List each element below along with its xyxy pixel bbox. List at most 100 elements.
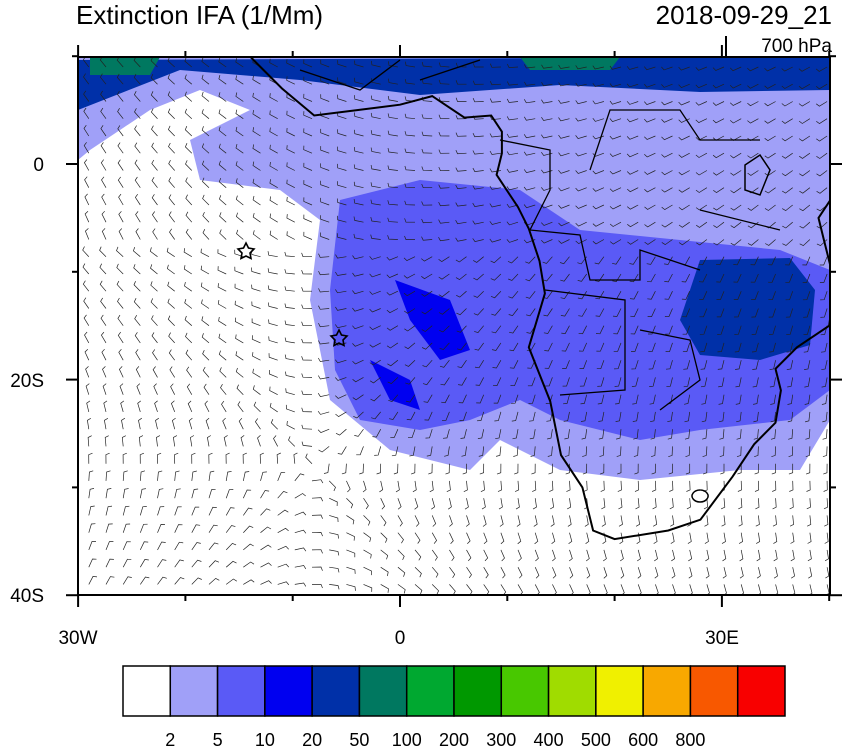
wind-barb [184,143,193,154]
wind-barb [498,498,503,510]
wind-barb [268,319,278,327]
wind-barb [644,135,656,140]
wind-barb [187,400,193,413]
wind-barb [329,532,339,539]
colorbar-label: 10 [255,730,275,750]
wind-barb [803,342,811,353]
wind-barb [386,290,399,296]
wind-barb [363,549,372,559]
wind-barb [386,308,399,314]
wind-barb [781,170,793,177]
wind-barb [408,429,416,439]
wind-barb [736,429,742,440]
wind-barb [100,297,107,309]
colorbar-swatch [311,665,361,717]
wind-barb [387,377,399,385]
wind-barb [781,101,793,107]
wind-barb [532,498,537,510]
wind-barb [626,66,639,70]
wind-barb [755,498,760,510]
wind-barb [105,576,115,585]
wind-barb [633,446,639,457]
wind-barb [803,325,811,336]
wind-barb [738,498,743,510]
wind-barb [132,246,141,257]
wind-barb [376,463,382,475]
wind-barb [363,498,369,510]
wind-barb [139,470,146,481]
wind-barb [631,342,639,352]
wind-barb [477,429,485,439]
wind-barb [558,134,570,139]
wind-barb [514,480,520,492]
wind-barb [770,429,776,440]
wind-barb [823,498,828,510]
wind-barb [294,529,307,534]
wind-barb [354,112,364,120]
wind-barb [489,63,501,68]
wind-barb [251,267,261,275]
wind-barb [311,583,323,589]
wind-barb [529,411,536,422]
wind-barb [458,394,467,404]
wind-barb [626,118,639,123]
wind-barb [201,57,210,68]
wind-barb [769,377,776,388]
wind-barb [508,290,519,299]
wind-barb [602,549,607,562]
wind-barb [431,549,438,561]
wind-barb [699,308,708,318]
wind-barb [695,66,708,71]
wind-barb [105,488,112,499]
wind-barb [201,299,210,309]
wind-barb [183,248,192,258]
wind-barb [393,463,399,475]
wind-barb [614,377,622,387]
wind-barb [285,388,295,396]
wind-barb [139,452,145,464]
timestamp: 2018-09-29_21 [656,0,832,30]
wind-barb [218,126,227,137]
wind-barb [317,410,330,415]
wind-barb [218,177,227,188]
wind-barb [730,152,742,159]
wind-barb [234,266,244,275]
wind-barb [799,152,811,159]
wind-barb [578,325,588,335]
wind-barb [712,152,725,159]
wind-barb [414,532,421,544]
wind-barb [286,59,295,68]
wind-barb [592,152,605,157]
wind-barb [353,199,364,206]
wind-barb [234,249,244,258]
wind-barb [84,348,90,361]
wind-barb [405,394,416,403]
wind-barb [117,125,124,137]
wind-barb [473,273,484,281]
map-title: Extinction IFA (1/Mm) [76,0,323,30]
wind-barb [85,366,90,378]
wind-barb [337,446,347,455]
wind-barb [337,60,347,68]
wind-barb [84,193,90,206]
wind-barb [592,239,605,245]
wind-barb [442,411,450,421]
wind-barb [648,342,656,352]
wind-barb [515,498,520,510]
wind-barb [404,165,416,171]
wind-barb [575,204,587,209]
wind-barb [320,180,330,189]
wind-barb [83,124,90,137]
wind-barb [150,91,158,102]
wind-barb [185,211,193,223]
wind-barb [455,237,467,242]
wind-barb [603,567,608,579]
wind-barb [122,452,127,464]
wind-barb [678,204,690,211]
wind-barb [191,452,196,464]
wind-barb [695,101,708,106]
wind-barb [167,91,175,102]
wind-barb [768,325,776,335]
wind-barb [618,498,623,510]
